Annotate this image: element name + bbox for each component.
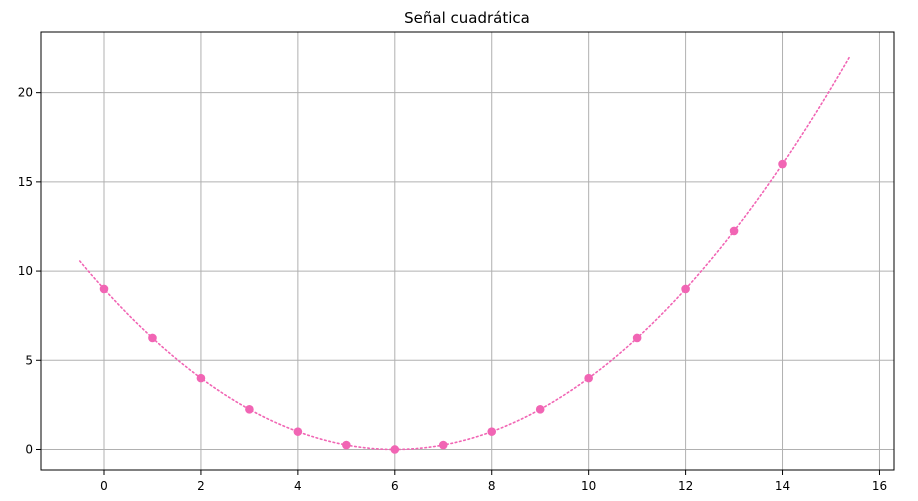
data-point — [99, 284, 109, 294]
data-point — [681, 284, 690, 294]
y-tick-label: 0 — [25, 442, 33, 456]
data-point — [778, 159, 787, 169]
y-tick-label: 10 — [18, 264, 33, 278]
y-tick-label: 20 — [18, 86, 33, 100]
x-tick-label: 0 — [100, 479, 108, 493]
data-points-layer — [99, 159, 787, 454]
grid — [41, 32, 894, 470]
x-tick-label: 2 — [197, 479, 205, 493]
data-point — [245, 405, 254, 414]
y-tick-label: 15 — [18, 175, 33, 189]
fitted-curve — [78, 54, 852, 451]
x-tick-label: 10 — [581, 479, 596, 493]
axes-layer: 0 2 4 6 8 10 12 14 16 0 5 10 15 20 — [18, 86, 887, 493]
data-point — [535, 405, 545, 414]
data-point — [390, 445, 400, 454]
x-tick-label: 6 — [391, 479, 399, 493]
chart-title: Señal cuadrática — [404, 9, 530, 27]
x-tick-label: 4 — [294, 479, 302, 493]
data-point — [584, 373, 593, 383]
data-point — [487, 427, 497, 436]
x-tick-label: 12 — [678, 479, 693, 493]
y-tick-label: 5 — [25, 353, 33, 367]
x-tick-label: 16 — [872, 479, 887, 493]
data-point — [729, 226, 739, 236]
x-tick-label: 8 — [488, 479, 496, 493]
data-point — [632, 333, 642, 343]
fitted-curve-layer — [78, 54, 852, 451]
data-point — [342, 440, 351, 450]
plot-frame — [40, 31, 895, 471]
x-tick-label: 14 — [775, 479, 790, 493]
data-point — [196, 373, 206, 383]
data-point — [293, 427, 303, 436]
data-point — [438, 440, 448, 450]
data-point — [148, 333, 157, 343]
